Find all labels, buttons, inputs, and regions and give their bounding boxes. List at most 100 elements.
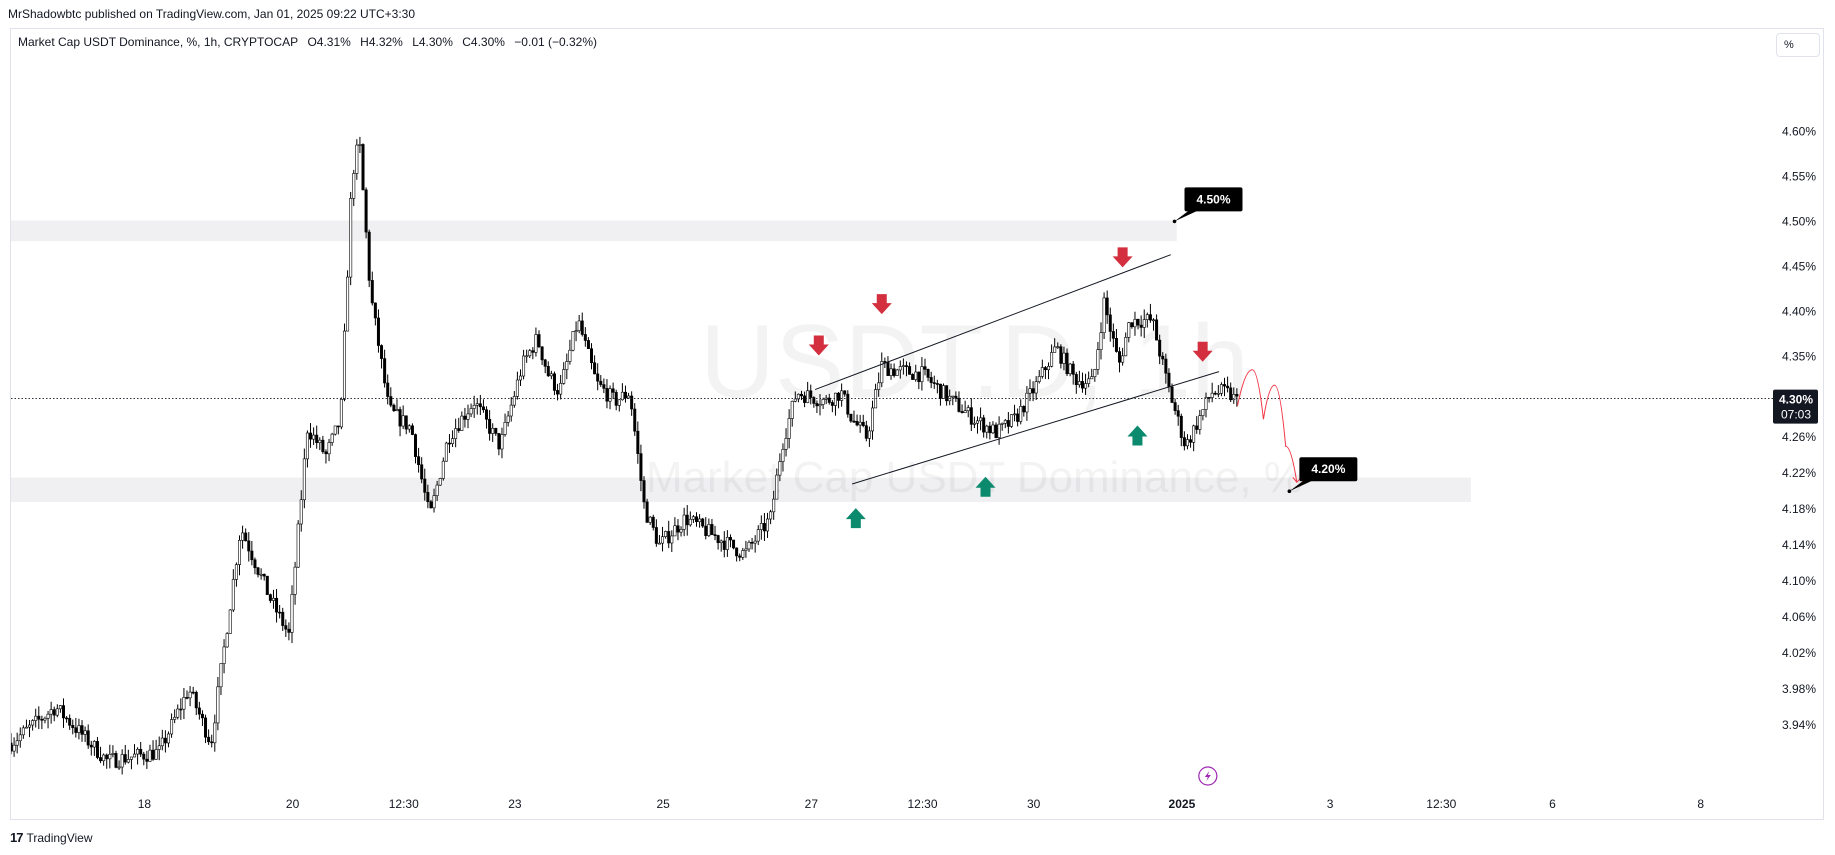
candle-body	[661, 536, 665, 544]
candle-body	[886, 361, 890, 376]
candle-body	[148, 749, 152, 762]
candle-body	[336, 425, 340, 428]
candle-body	[312, 434, 316, 440]
candle-body	[228, 609, 232, 634]
price-callout-1[interactable]: 4.20%	[1287, 457, 1358, 494]
candle-body	[753, 540, 757, 544]
candle-body	[321, 439, 325, 453]
candle-body	[525, 355, 529, 358]
arrow-down-icon-0[interactable]	[808, 335, 829, 356]
candle-body	[713, 534, 717, 536]
candle-body	[744, 548, 748, 551]
candle-body	[942, 385, 946, 399]
candle-body	[701, 518, 705, 527]
percent-scale-button[interactable]: %	[1776, 33, 1820, 57]
candle-body	[271, 597, 275, 601]
candle-body	[1071, 363, 1075, 375]
candle-body	[129, 756, 133, 760]
candle-body	[676, 525, 680, 533]
candle-body	[154, 749, 158, 760]
candle-body	[756, 529, 760, 542]
candle-body	[256, 567, 260, 575]
candle-body	[1074, 374, 1078, 386]
candle-body	[688, 518, 692, 526]
candle-body	[37, 715, 41, 720]
candle-body	[895, 369, 899, 376]
candle-body	[253, 559, 257, 569]
candle-body	[1037, 376, 1041, 382]
arrow-down-icon-3[interactable]	[1192, 341, 1213, 362]
candle-body	[1201, 409, 1205, 416]
candle-body	[1235, 394, 1239, 397]
candle-body	[1133, 318, 1137, 328]
last-price-badge: 4.30%07:03	[1773, 389, 1818, 424]
candle-body	[438, 478, 442, 486]
candle-body	[1182, 437, 1186, 447]
candle-body	[281, 611, 285, 626]
candle-body	[741, 550, 745, 558]
candle-body	[262, 573, 266, 577]
candle-body	[611, 388, 615, 393]
candle-body	[908, 366, 912, 375]
candle-body	[867, 430, 871, 439]
candle-body	[590, 348, 594, 363]
candle-body	[349, 198, 353, 278]
candle-body	[605, 388, 609, 402]
candle-body	[707, 524, 711, 536]
candle-body	[917, 371, 921, 383]
callout-pointer	[1174, 209, 1201, 222]
candle-body	[537, 334, 541, 348]
candle-body	[969, 407, 973, 425]
arrow-up-icon-2[interactable]	[1127, 425, 1148, 446]
time-axis[interactable]: 18 20 12:30 23 25 27 12:30 30 2025 3 12:30 6 8	[138, 797, 1705, 811]
candle-body	[1179, 415, 1183, 438]
candle-body	[1096, 349, 1100, 370]
candle-body	[1080, 381, 1084, 389]
candle-body	[268, 594, 272, 601]
candle-body	[935, 383, 939, 385]
candle-body	[491, 427, 495, 434]
candle-body	[80, 725, 84, 735]
candle-body	[346, 276, 350, 332]
candle-body	[1124, 337, 1128, 357]
candle-body	[339, 399, 343, 428]
candle-body	[722, 540, 726, 550]
candle-body	[843, 390, 847, 395]
candle-body	[704, 525, 708, 536]
candle-body	[503, 422, 507, 435]
candle-body	[972, 422, 976, 425]
arrow-down-icon-2[interactable]	[1112, 247, 1133, 268]
projection-path[interactable]	[1237, 369, 1298, 483]
legend-symbol: Market Cap USDT Dominance, %, 1h, CRYPTO…	[18, 35, 299, 49]
channel-lower-line[interactable]	[851, 371, 1220, 485]
candle-body	[392, 404, 396, 412]
candle-body	[1077, 381, 1081, 386]
callout-box	[1184, 187, 1243, 212]
channel-upper-line[interactable]	[814, 254, 1171, 391]
candle-body	[1013, 413, 1017, 416]
candle-body	[383, 358, 387, 384]
arrow-down-icon-1[interactable]	[871, 294, 892, 315]
price-callout-0[interactable]: 4.50%	[1172, 187, 1243, 224]
x-tick-label: 8	[1697, 797, 1704, 811]
zone-rect-1[interactable]	[11, 477, 1471, 502]
x-tick-label: 23	[508, 797, 522, 811]
candle-body	[194, 692, 198, 709]
candle-body	[395, 409, 399, 412]
y-tick-label: 4.40%	[1782, 304, 1816, 318]
candle-body	[852, 420, 856, 423]
candle-body	[670, 535, 674, 544]
tradingview-logo[interactable]: 17 TradingView	[10, 830, 93, 845]
candle-body	[364, 189, 368, 233]
zone-rect-0[interactable]	[11, 220, 1177, 242]
arrow-up-icon-0[interactable]	[845, 508, 866, 529]
candle-body	[1006, 420, 1010, 427]
candle-body	[518, 375, 522, 381]
candle-body	[975, 420, 979, 424]
price-axis[interactable]: 4.60% 4.55% 4.50% 4.45% 4.40% 4.35% 4.26% 4.22%…	[1773, 124, 1818, 732]
candle-body	[556, 390, 560, 395]
candle-body	[275, 597, 279, 613]
arrow-up-icon-1[interactable]	[975, 476, 996, 497]
lightning-bolt	[1204, 771, 1211, 781]
